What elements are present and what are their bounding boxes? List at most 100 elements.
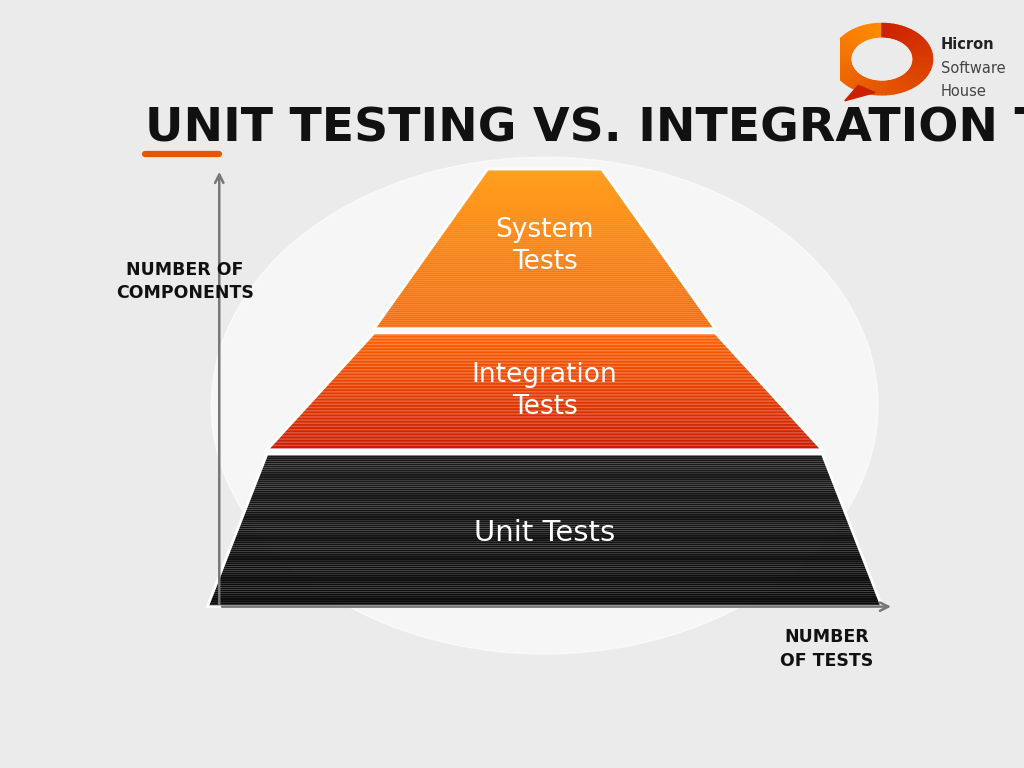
Polygon shape — [242, 517, 848, 519]
Wedge shape — [841, 72, 858, 82]
Polygon shape — [304, 408, 785, 409]
Polygon shape — [300, 412, 788, 413]
Polygon shape — [370, 336, 719, 337]
Polygon shape — [290, 424, 800, 425]
Text: NUMBER
OF TESTS: NUMBER OF TESTS — [779, 628, 873, 670]
Polygon shape — [274, 440, 814, 441]
Polygon shape — [359, 347, 730, 349]
Wedge shape — [912, 51, 932, 56]
Polygon shape — [410, 276, 680, 279]
Wedge shape — [907, 38, 925, 48]
Polygon shape — [347, 361, 742, 362]
Polygon shape — [256, 479, 833, 481]
Wedge shape — [855, 78, 867, 91]
Polygon shape — [387, 309, 702, 311]
Polygon shape — [233, 538, 856, 540]
Polygon shape — [306, 406, 783, 408]
Text: Software: Software — [941, 61, 1006, 76]
Wedge shape — [894, 79, 905, 92]
Polygon shape — [469, 193, 621, 195]
Polygon shape — [462, 203, 628, 205]
Wedge shape — [870, 24, 877, 38]
Polygon shape — [236, 532, 854, 535]
Polygon shape — [234, 535, 854, 536]
Polygon shape — [252, 490, 838, 492]
Polygon shape — [447, 223, 641, 225]
Polygon shape — [219, 574, 870, 576]
Wedge shape — [846, 74, 861, 86]
Wedge shape — [910, 45, 930, 52]
Polygon shape — [342, 366, 748, 368]
Polygon shape — [365, 342, 725, 343]
Polygon shape — [289, 425, 801, 426]
Polygon shape — [264, 458, 824, 460]
Polygon shape — [234, 536, 855, 538]
Polygon shape — [268, 447, 821, 449]
Polygon shape — [232, 540, 857, 541]
Wedge shape — [887, 81, 894, 94]
Polygon shape — [429, 249, 659, 251]
Polygon shape — [285, 429, 805, 431]
Polygon shape — [292, 421, 797, 422]
Polygon shape — [243, 513, 846, 515]
Polygon shape — [313, 397, 775, 399]
Polygon shape — [229, 549, 860, 551]
Polygon shape — [263, 462, 826, 464]
Polygon shape — [265, 456, 824, 458]
Wedge shape — [892, 25, 901, 39]
Wedge shape — [913, 56, 933, 59]
Wedge shape — [831, 54, 851, 58]
Wedge shape — [839, 38, 857, 48]
Polygon shape — [385, 311, 703, 313]
Polygon shape — [333, 377, 757, 378]
Polygon shape — [250, 496, 840, 498]
Wedge shape — [874, 24, 880, 38]
Polygon shape — [465, 199, 625, 201]
Wedge shape — [844, 74, 860, 84]
Polygon shape — [282, 432, 808, 434]
Polygon shape — [212, 594, 878, 595]
Wedge shape — [870, 81, 877, 94]
Polygon shape — [394, 299, 695, 301]
Polygon shape — [272, 442, 817, 444]
Polygon shape — [480, 177, 609, 179]
Polygon shape — [381, 316, 709, 319]
Wedge shape — [882, 81, 886, 95]
Polygon shape — [240, 521, 849, 523]
Wedge shape — [834, 66, 853, 73]
Wedge shape — [896, 28, 908, 41]
Polygon shape — [281, 434, 809, 435]
Polygon shape — [344, 363, 744, 365]
Polygon shape — [215, 584, 873, 586]
Polygon shape — [337, 372, 753, 374]
Wedge shape — [911, 48, 931, 54]
Polygon shape — [346, 362, 743, 363]
Polygon shape — [464, 201, 626, 203]
Polygon shape — [476, 183, 613, 185]
Polygon shape — [311, 400, 778, 402]
Polygon shape — [845, 85, 876, 101]
Polygon shape — [303, 409, 786, 410]
Wedge shape — [878, 23, 882, 37]
Polygon shape — [486, 169, 603, 171]
Polygon shape — [348, 359, 740, 361]
Polygon shape — [432, 245, 657, 247]
Wedge shape — [911, 65, 931, 70]
Wedge shape — [907, 71, 925, 80]
Polygon shape — [228, 551, 861, 553]
Text: Integration
Tests: Integration Tests — [472, 362, 617, 420]
Polygon shape — [223, 563, 865, 564]
Polygon shape — [369, 337, 721, 339]
Polygon shape — [213, 590, 876, 591]
Polygon shape — [319, 392, 770, 393]
Polygon shape — [240, 523, 850, 525]
Wedge shape — [837, 69, 855, 78]
Polygon shape — [389, 305, 699, 306]
Polygon shape — [422, 259, 667, 261]
Polygon shape — [396, 295, 692, 296]
Polygon shape — [372, 334, 718, 336]
Polygon shape — [364, 343, 726, 345]
Polygon shape — [442, 231, 647, 233]
Wedge shape — [833, 65, 852, 70]
Wedge shape — [866, 80, 874, 94]
